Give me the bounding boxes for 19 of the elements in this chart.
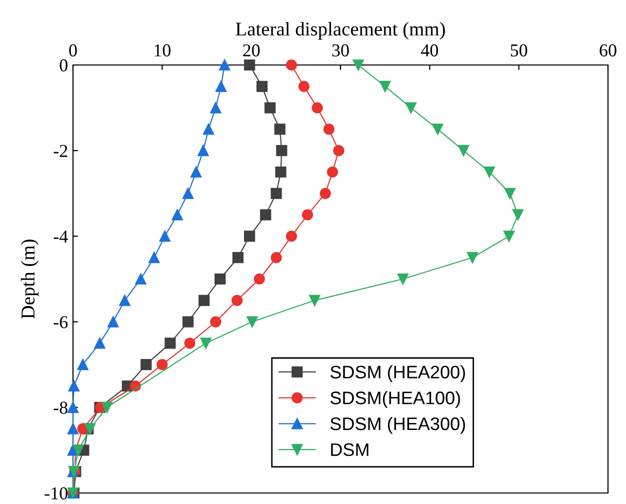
y-tick-label: -10 [44, 487, 68, 500]
x-tick-label: 20 [243, 44, 260, 56]
legend-label: SDSM (HEA300) [330, 416, 465, 434]
x-axis-title: Lateral displacement (mm) [236, 22, 445, 40]
legend-label: DSM [331, 443, 368, 456]
x-tick-label: 0 [69, 44, 77, 56]
x-tick-label: 60 [600, 44, 616, 56]
x-tick-label: 40 [420, 44, 438, 56]
legend-label: SDSM (HEA200) [330, 365, 465, 382]
x-tick-label: 50 [510, 44, 528, 56]
legend-label: SDSM(HEA100) [330, 391, 460, 408]
y-tick-label: -2 [54, 144, 68, 157]
y-axis-title: Depth (m) [20, 240, 39, 319]
y-tick-label: 0 [60, 59, 68, 72]
y-tick-label: -4 [54, 230, 68, 242]
x-tick-label: 30 [332, 44, 349, 56]
y-tick-label: -8 [54, 402, 68, 414]
x-tick-label: 10 [154, 44, 171, 56]
y-tick-label: -6 [54, 316, 68, 328]
